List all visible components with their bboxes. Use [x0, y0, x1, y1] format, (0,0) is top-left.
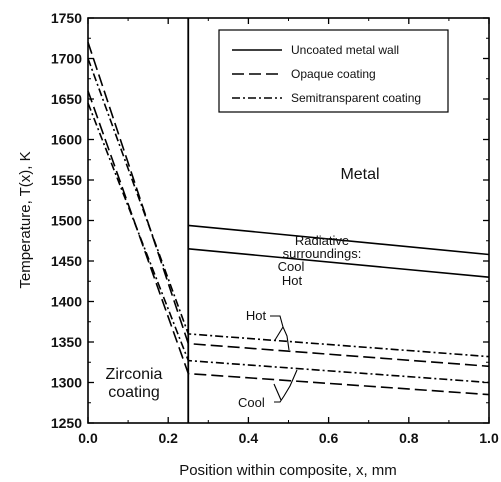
axes: 1250 1300 1350 1400 1450 1500 1550 1600 1650 1700… — [51, 10, 499, 446]
radiative-label-line2: surroundings: — [283, 246, 362, 261]
series-lines — [87, 42, 490, 396]
series-line-dashed-cool — [87, 90, 490, 396]
legend-label-uncoated: Uncoated metal wall — [291, 43, 399, 57]
y-tick-label: 1350 — [51, 334, 82, 350]
cool-label-upper: Cool — [278, 259, 305, 274]
cool-leader-line — [274, 369, 298, 403]
x-tick-label: 0.4 — [239, 430, 259, 446]
zirconia-label-line1: Zirconia — [106, 366, 163, 383]
y-tick-label: 1500 — [51, 213, 82, 229]
series-line-dashed-hot — [87, 42, 490, 368]
legend: Uncoated metal wall Opaque coating Semit… — [218, 29, 449, 113]
legend-label-semitransparent: Semitransparent coating — [291, 91, 421, 105]
cool-label-coated: Cool — [238, 395, 265, 410]
y-tick-label: 1250 — [51, 415, 82, 431]
y-tick-label: 1600 — [51, 132, 82, 148]
x-tick-label: 1.0 — [479, 430, 499, 446]
legend-label-opaque: Opaque coating — [291, 67, 376, 81]
radiative-label-line1: Radiative — [295, 233, 349, 248]
y-axis-title: Temperature, T(x), K — [17, 151, 34, 288]
cool-leader-line-2 — [273, 383, 282, 401]
hot-label-uncoated: Hot — [282, 273, 303, 288]
y-tick-label: 1550 — [51, 172, 82, 188]
y-tick-label: 1750 — [51, 10, 82, 26]
hot-leader-line-2 — [274, 326, 284, 341]
y-tick-label: 1650 — [51, 91, 82, 107]
y-tick-label: 1400 — [51, 294, 82, 310]
series-line-dashdot-cool — [87, 102, 490, 384]
hot-label-coated: Hot — [246, 308, 267, 323]
series-line-solid-hot — [188, 224, 490, 256]
x-tick-label: 0.0 — [78, 430, 98, 446]
x-tick-label: 0.8 — [399, 430, 419, 446]
legend-box — [218, 29, 449, 113]
series-line-dashdot-hot — [87, 58, 490, 358]
x-tick-label: 0.6 — [319, 430, 339, 446]
x-tick-label: 0.2 — [158, 430, 178, 446]
y-tick-label: 1300 — [51, 375, 82, 391]
x-axis-title: Position within composite, x, mm — [179, 462, 397, 479]
zirconia-label-line2: coating — [108, 384, 160, 401]
y-tick-label: 1450 — [51, 253, 82, 269]
y-tick-label: 1700 — [51, 51, 82, 67]
series-line-solid-cool — [188, 248, 490, 278]
metal-region-label: Metal — [340, 166, 379, 183]
